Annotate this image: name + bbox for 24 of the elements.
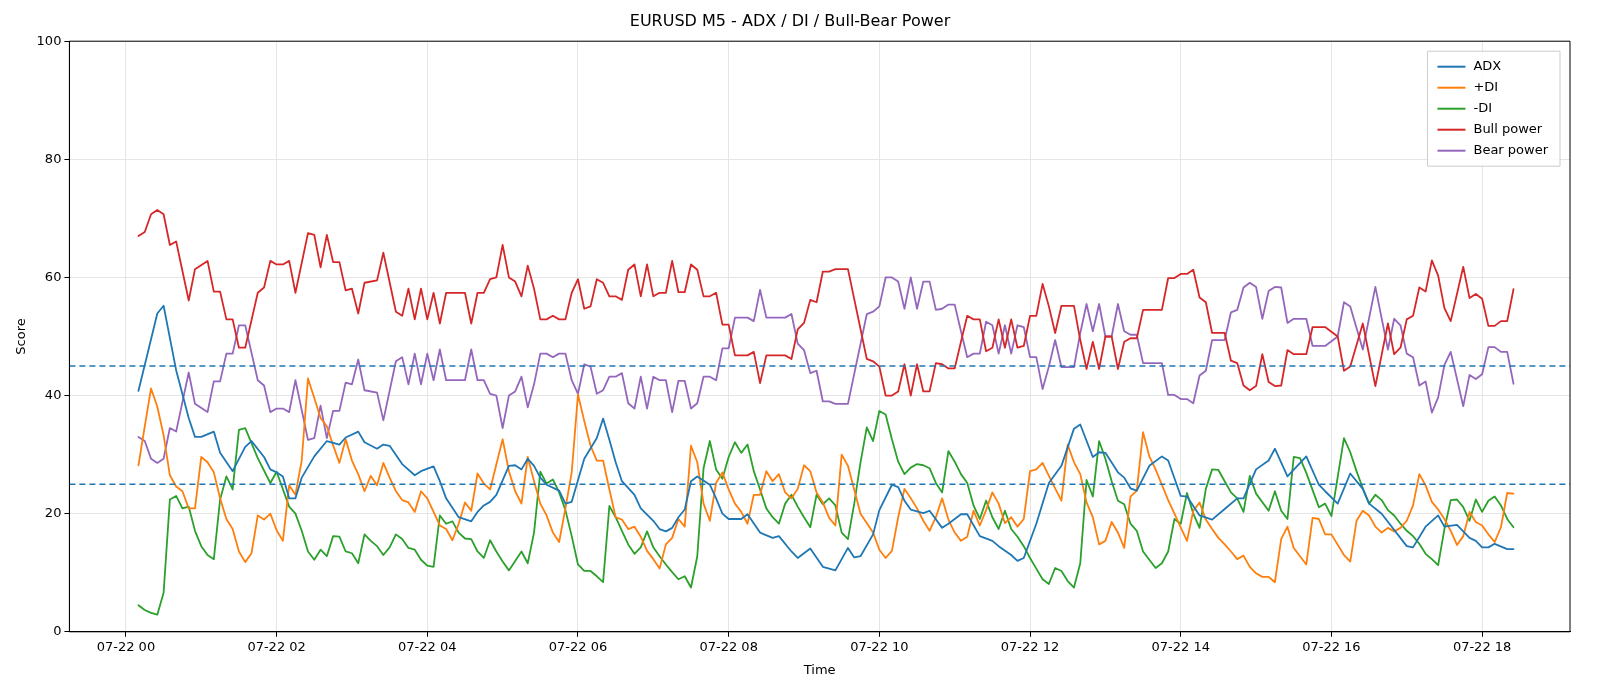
y-tick-label: 20 [44,505,62,521]
x-tick-label: 07-22 16 [1302,638,1361,654]
x-tick-label: 07-22 06 [548,638,608,654]
x-tick-label: 07-22 14 [1151,638,1210,654]
x-tick-label: 07-22 02 [247,638,306,654]
x-tick-label: 07-22 12 [1000,638,1060,654]
y-tick-label: 80 [44,150,62,166]
y-tick-label: 60 [44,268,62,284]
y-tick-label: 0 [53,623,62,639]
legend-label: -DI [1473,100,1493,116]
x-axis-title: Time [802,661,836,677]
y-axis-title: Score [13,318,29,355]
legend-label: Bear power [1473,142,1549,158]
x-tick-label: 07-22 04 [398,638,457,654]
y-tick-label: 100 [36,32,62,48]
chart-title: EURUSD M5 - ADX / DI / Bull-Bear Power [629,10,951,30]
legend-label: Bull power [1473,121,1543,137]
x-tick-label: 07-22 08 [699,638,758,654]
legend-label: ADX [1473,58,1502,74]
x-tick-label: 07-22 00 [96,638,156,654]
x-tick-label: 07-22 10 [850,638,909,654]
x-tick-label: 07-22 18 [1452,638,1512,654]
y-tick-label: 40 [44,386,62,402]
legend-label: +DI [1473,79,1499,95]
